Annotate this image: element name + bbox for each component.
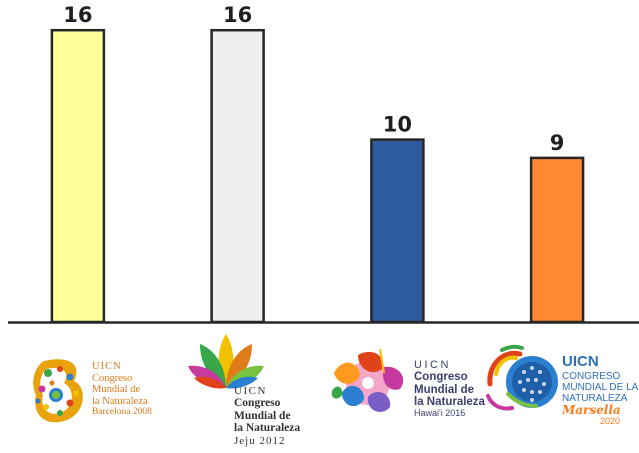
jeju-2012-logo: UICN Congreso Mundial de la Naturaleza J… [186,330,326,453]
bar [50,28,106,324]
logo-line: Jeju 2012 [234,435,286,448]
hawaii-2016-logo: UICN Congreso Mundial de la Naturaleza H… [328,347,498,422]
logo-line: UICN [92,361,122,372]
marseille-2020-logo: UICN CONGRESO MUNDIAL DE LA NATURALEZA M… [486,344,639,426]
barcelona-2008-logo-icon [33,359,83,423]
logo-line: Hawai'i 2016 [414,408,466,419]
logo-line: Mundial de [234,409,291,422]
hawaii-2016-logo-icon [331,348,404,412]
logo-line: Congreso [92,372,133,384]
bar-chart: 16 16 10 9 [8,3,639,324]
bar [370,138,425,324]
marseille-2020-logo-icon [486,344,558,411]
logo-line: Congreso [414,371,468,384]
jeju-2012-logo-icon [188,334,264,389]
barcelona-2008-logo: UICN Congreso Mundial de la Naturaleza B… [30,355,190,427]
logo-line: Marsella [562,402,621,417]
logo-line: la Naturaleza [414,396,485,409]
bar [529,156,585,324]
logo-line: CONGRESO [562,370,621,382]
bar-value-label: 10 [383,113,412,137]
bar [210,28,265,324]
bar-value-label: 16 [63,3,92,27]
logo-line: UICN [562,353,599,370]
logo-line: MUNDIAL DE LA [562,381,639,393]
logo-line: Mundial de [414,383,475,396]
logo-line: Mundial de [92,384,141,396]
logo-line: NATURALEZA [562,392,628,404]
logo-line: UICN [414,359,451,371]
logo-line: Congreso [234,397,281,410]
bar-value-label: 16 [223,3,252,27]
logo-line: 2020 [600,415,621,426]
logo-line: Barcelona 2008 [92,407,152,418]
logo-line: UICN [234,385,267,397]
logo-line: la Naturaleza [92,395,148,407]
bar-value-label: 9 [550,131,565,155]
logo-line: la Naturaleza [234,422,301,435]
